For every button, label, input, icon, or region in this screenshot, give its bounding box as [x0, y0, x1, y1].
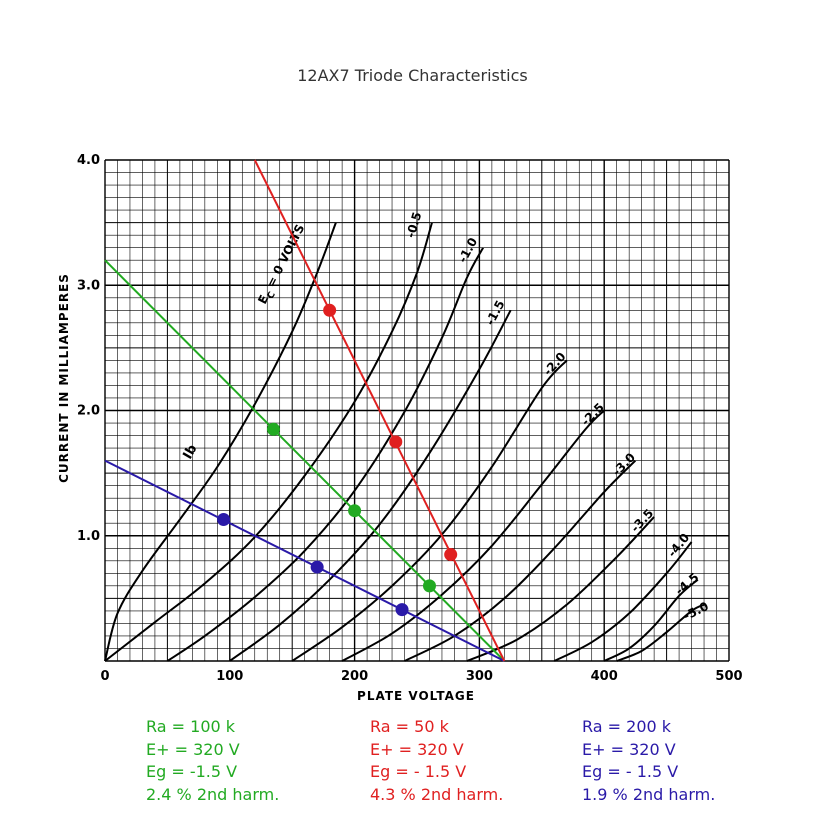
legend-ra-value: Ra = 100 k	[146, 717, 236, 736]
x-axis-label: PLATE VOLTAGE	[357, 689, 475, 703]
operating-point	[310, 560, 324, 574]
legend-harmonic: 2.4 % 2nd harm.	[146, 784, 280, 804]
chart-title: 12AX7 Triode Characteristics	[297, 66, 528, 85]
y-tick-label: 3.0	[77, 278, 100, 293]
grid-curve	[229, 309, 512, 662]
x-tick-label: 300	[466, 669, 493, 684]
legend-ra-100k: Ra = 100 k E+ = 320 V Eg = -1.5 V 2.4 % …	[146, 716, 279, 806]
grid-curve-label: -4.5	[673, 570, 702, 598]
legend-ra-value: Ra = 50 k	[370, 717, 449, 736]
grid-curve	[104, 222, 433, 662]
legend-ra-50k: Ra = 50 k E+ = 320 V Eg = - 1.5 V 4.3 % …	[370, 716, 503, 806]
legend-ra-value: Ra = 200 k	[582, 717, 672, 736]
operating-point	[422, 579, 436, 593]
grid-curve	[404, 459, 637, 662]
x-tick-label: 400	[591, 669, 618, 684]
grid-curve	[341, 409, 605, 662]
x-tick-label: 500	[715, 669, 742, 684]
grid-curve	[603, 578, 699, 662]
y-tick-label: 2.0	[77, 404, 100, 419]
legend-supply-voltage: E+ = 320 V	[582, 739, 676, 759]
legend-supply-voltage: E+ = 320 V	[370, 739, 464, 759]
x-tick-label: 200	[341, 669, 368, 684]
operating-point	[323, 303, 337, 317]
grid-curve-label: -3.0	[610, 450, 638, 478]
grid-curve	[616, 603, 705, 662]
ib-label: Ib	[180, 442, 200, 462]
y-tick-label: 4.0	[77, 153, 100, 168]
operating-point	[444, 548, 458, 562]
y-tick-label: 1.0	[77, 529, 100, 544]
legend-grid-bias: Eg = - 1.5 V	[582, 762, 679, 781]
legend-grid-bias: Eg = - 1.5 V	[370, 762, 467, 781]
legend-ra-200k: Ra = 200 k E+ = 320 V Eg = - 1.5 V 1.9 %…	[582, 716, 715, 806]
y-axis-label: CURRENT IN MILLIAMPERES	[57, 273, 71, 483]
legend-harmonic: 1.9 % 2nd harm.	[582, 784, 716, 804]
x-tick-label: 100	[216, 669, 243, 684]
operating-point	[389, 435, 403, 449]
grid-curve	[104, 222, 337, 662]
grid-curve	[466, 516, 655, 662]
legend-grid-bias: Eg = -1.5 V	[146, 762, 238, 781]
grid-curve-label: -5.0	[681, 599, 711, 623]
legend-supply-voltage: E+ = 320 V	[146, 739, 240, 759]
grid-curve-label: -2.5	[578, 400, 606, 428]
load-line	[104, 259, 506, 662]
operating-point	[217, 512, 231, 526]
grid-curve	[553, 541, 693, 662]
load-line	[104, 459, 505, 662]
load-line	[253, 159, 506, 662]
grid-layer	[104, 159, 730, 662]
axes: 0 100 200 300 400 500 1.0 2.0 3.0 4.0 PLATE VOLTAG…	[57, 153, 743, 703]
operating-point	[348, 504, 362, 518]
operating-point	[395, 603, 409, 617]
x-tick-label: 0	[100, 669, 109, 684]
operating-point	[266, 422, 280, 436]
load-lines	[104, 159, 506, 662]
legend-harmonic: 4.3 % 2nd harm.	[370, 784, 504, 804]
grid-curve	[166, 247, 485, 662]
